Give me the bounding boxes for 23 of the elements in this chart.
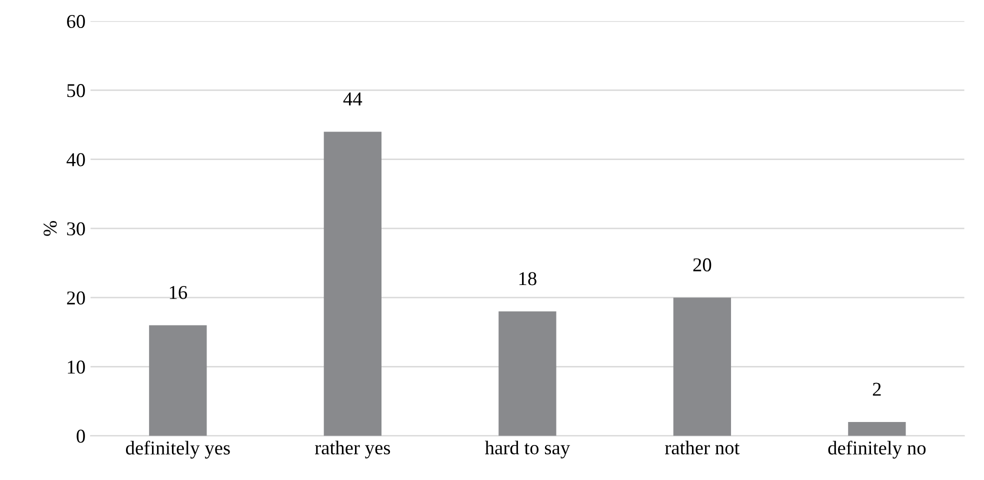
y-tick-label: 50 [67,84,85,98]
y-tick-label: 10 [68,360,85,374]
x-tick-label: definitely no [828,440,926,459]
y-tick-label: 60 [67,14,85,28]
y-tick-label: 30 [67,222,85,236]
x-tick-label: rather yes [314,440,390,458]
y-tick-label: 40 [66,153,85,166]
y-axis-title: % [44,221,57,236]
y-tick-label: 0 [76,430,85,443]
y-tick-label: 20 [67,291,85,305]
bar [149,325,207,436]
data-label: 44 [343,92,362,106]
data-label: 16 [170,286,188,300]
bar [498,311,556,436]
bar [848,422,906,436]
x-tick-label: definitely yes [126,440,230,459]
data-label: 18 [519,272,536,286]
data-label: 2 [872,382,881,396]
data-label: 20 [693,258,712,272]
bar [673,298,732,436]
x-tick-label: rather not [665,440,740,454]
x-tick-label: hard to say [484,440,570,458]
bar [324,132,382,436]
